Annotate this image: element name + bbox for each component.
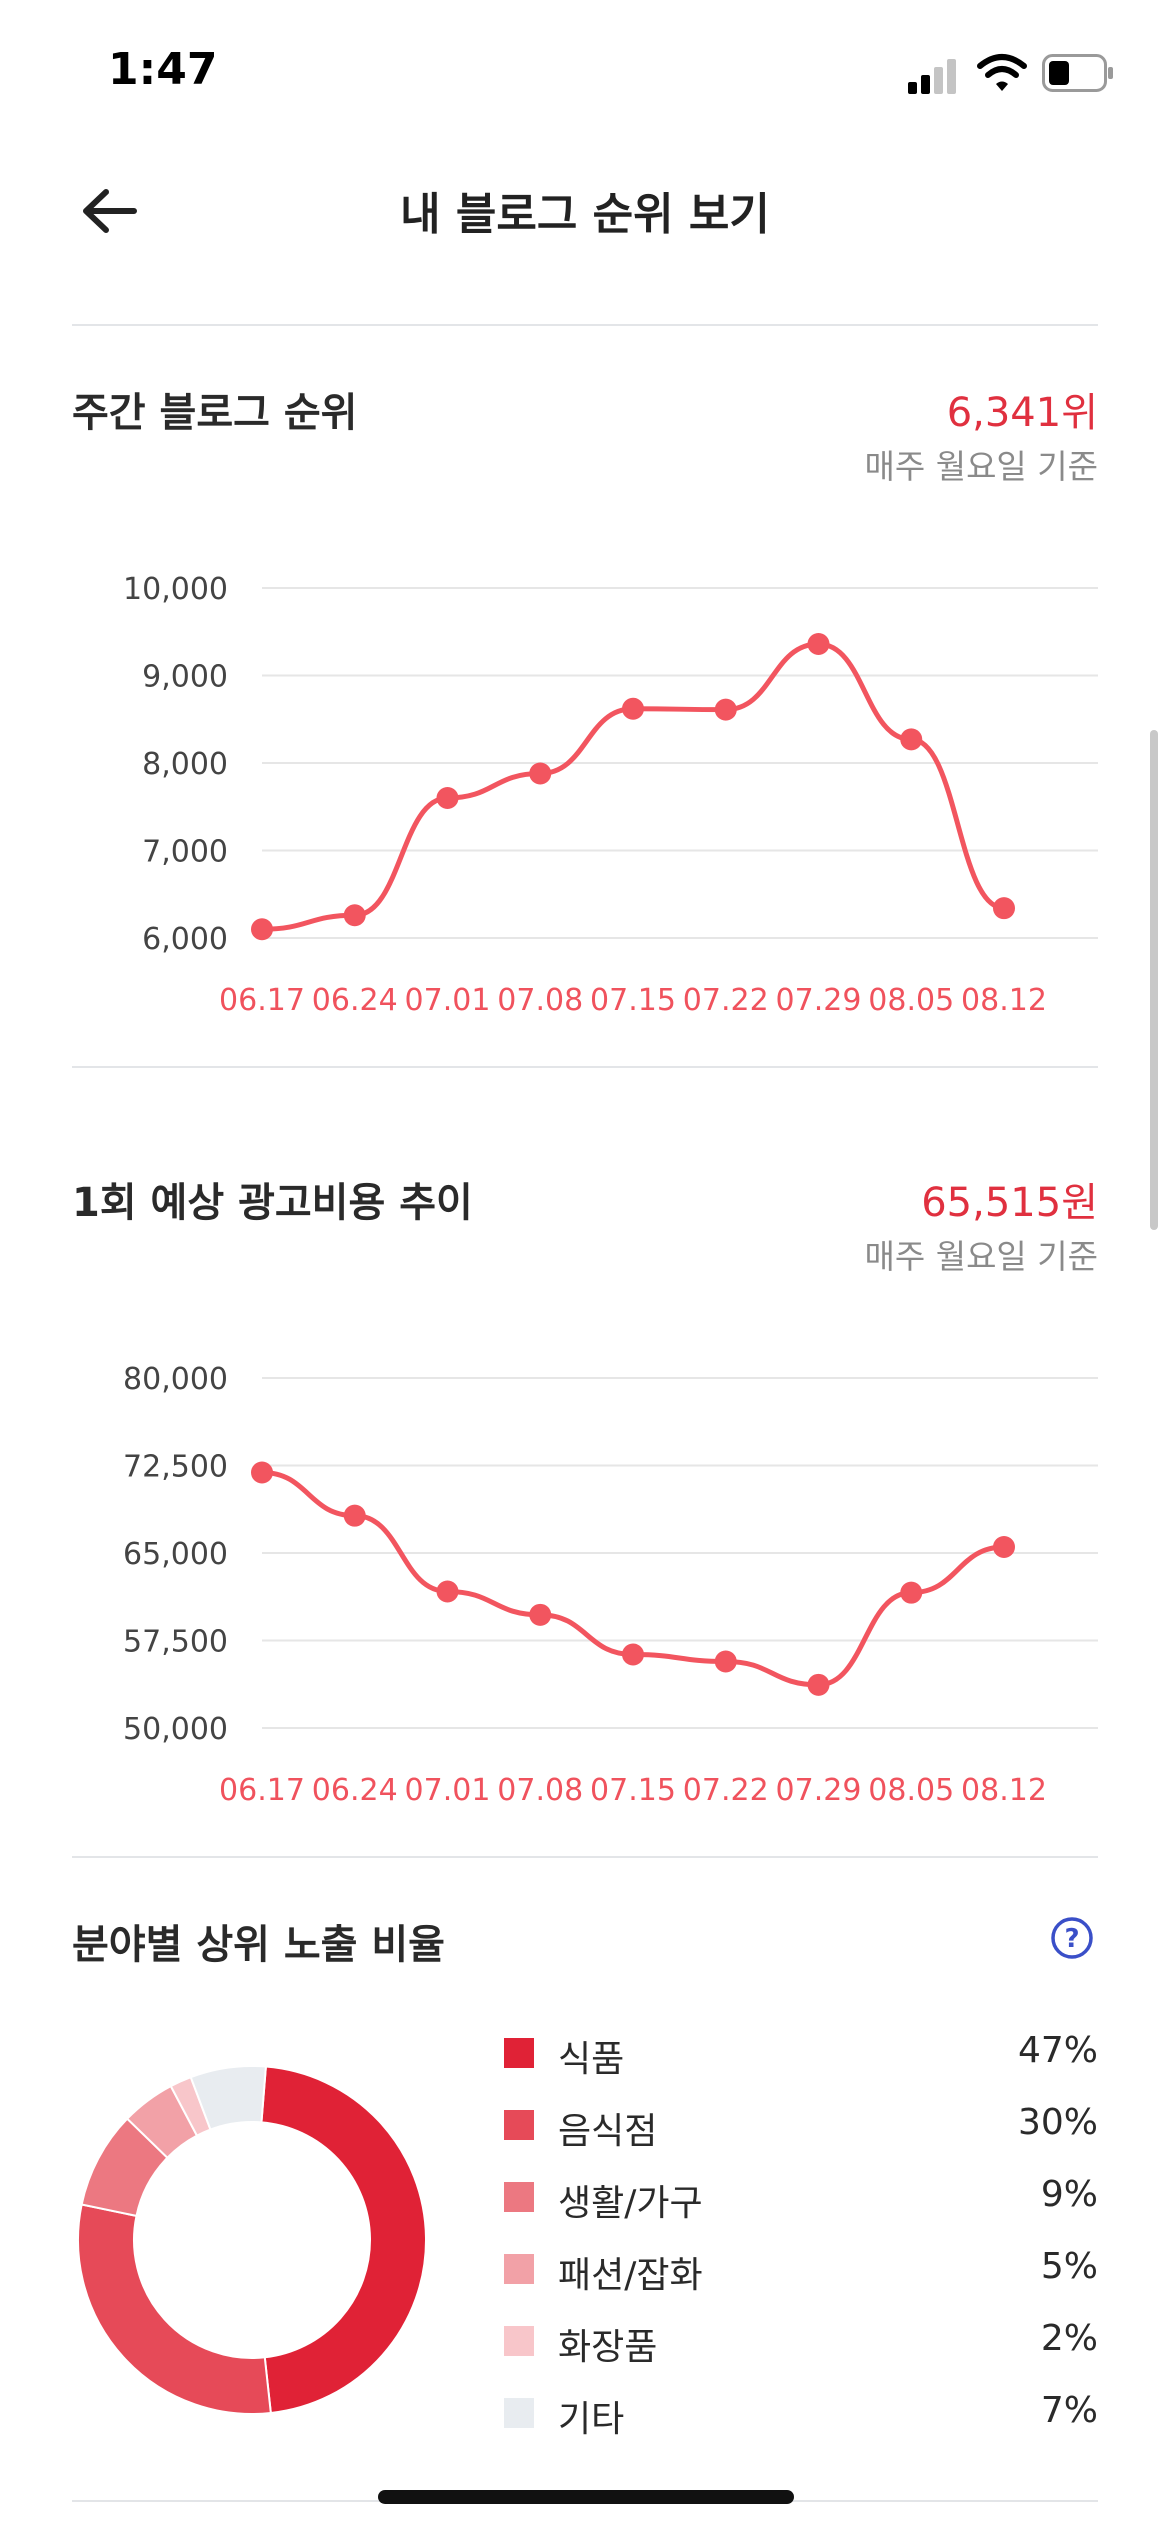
y-tick-label: 50,000	[123, 1712, 228, 1747]
y-tick-label: 7,000	[142, 835, 228, 870]
svg-text:?: ?	[1064, 1924, 1079, 1954]
ad-cost-value: 65,515원	[921, 1180, 1098, 1226]
data-point	[343, 904, 366, 927]
donut-slice	[260, 2065, 427, 2415]
legend-swatch	[504, 2182, 534, 2212]
x-tick-label: 08.12	[961, 1773, 1047, 1808]
legend-label: 생활/가구	[558, 2183, 703, 2224]
x-tick-label: 07.15	[590, 983, 676, 1018]
legend-percent: 7%	[1040, 2390, 1098, 2431]
data-point	[714, 1650, 737, 1673]
data-point	[529, 1603, 552, 1626]
y-tick-label: 72,500	[123, 1450, 228, 1485]
help-icon[interactable]: ?	[1050, 1916, 1094, 1960]
data-point	[343, 1504, 366, 1527]
x-tick-label: 07.15	[590, 1773, 676, 1808]
data-point	[529, 762, 552, 785]
legend-item: 화장품 2%	[504, 2308, 1098, 2380]
y-tick-label: 9,000	[142, 660, 228, 695]
data-point	[251, 918, 273, 941]
x-tick-label: 07.01	[405, 983, 491, 1018]
x-tick-label: 06.24	[312, 983, 398, 1018]
legend-item: 패션/잡화 5%	[504, 2236, 1098, 2308]
wifi-icon	[977, 54, 1027, 91]
legend-percent: 30%	[1017, 2102, 1098, 2143]
y-tick-label: 8,000	[142, 747, 228, 782]
category-section-title: 분야별 상위 노출 비율	[72, 1922, 445, 1968]
x-tick-label: 08.05	[868, 1773, 954, 1808]
ad-cost-line-chart: 80,000 72,500 65,000 57,500 50,000 06.17 06.24…	[123, 1362, 1098, 1808]
x-tick-label: 07.22	[683, 1773, 769, 1808]
scrollbar[interactable]	[1150, 730, 1158, 1230]
y-tick-label: 6,000	[142, 922, 228, 957]
x-tick-label: 07.29	[776, 1773, 862, 1808]
data-point	[622, 697, 644, 720]
data-point	[900, 728, 923, 751]
y-tick-label: 57,500	[123, 1625, 228, 1660]
divider	[72, 324, 1098, 326]
legend-item: 음식점 30%	[504, 2092, 1098, 2164]
x-tick-label: 06.17	[219, 1773, 305, 1808]
y-tick-label: 80,000	[123, 1362, 228, 1397]
legend-percent: 2%	[1040, 2318, 1098, 2359]
legend-label: 음식점	[558, 2111, 658, 2152]
rank-basis-note: 매주 월요일 기준	[864, 447, 1099, 486]
legend-percent: 9%	[1040, 2174, 1098, 2215]
x-tick-label: 08.12	[961, 983, 1047, 1018]
legend-swatch	[504, 2326, 534, 2356]
legend-item: 식품 47%	[504, 2020, 1098, 2092]
rank-value: 6,341위	[946, 390, 1098, 436]
rank-section-title: 주간 블로그 순위	[72, 390, 358, 436]
legend-swatch	[504, 2110, 534, 2140]
ad-cost-section-title: 1회 예상 광고비용 추이	[72, 1180, 473, 1226]
y-tick-label: 10,000	[123, 572, 228, 607]
status-time: 1:47	[108, 44, 218, 95]
legend-percent: 5%	[1040, 2246, 1098, 2287]
data-point	[436, 787, 459, 809]
legend-swatch	[504, 2038, 534, 2068]
x-tick-label: 07.08	[497, 1773, 583, 1808]
data-point	[807, 633, 830, 655]
x-tick-label: 08.05	[868, 983, 954, 1018]
legend-percent: 47%	[1017, 2030, 1098, 2071]
page-title: 내 블로그 순위 보기	[400, 189, 770, 240]
home-indicator[interactable]	[378, 2490, 794, 2504]
back-arrow-icon[interactable]	[76, 186, 140, 236]
data-point	[436, 1580, 459, 1603]
data-point	[993, 897, 1015, 920]
data-point	[807, 1673, 830, 1696]
ad-cost-basis-note: 매주 월요일 기준	[864, 1237, 1099, 1276]
legend-label: 식품	[558, 2039, 625, 2080]
legend-swatch	[504, 2254, 534, 2284]
category-legend: 식품 47% 음식점 30% 생활/가구 9% 패션/잡화 5% 화장품 2% …	[504, 2020, 1098, 2452]
cellular-signal-icon	[908, 59, 956, 94]
data-point	[900, 1581, 923, 1604]
donut-slice	[77, 2203, 272, 2415]
y-tick-label: 65,000	[123, 1537, 228, 1572]
legend-swatch	[504, 2398, 534, 2428]
x-tick-label: 07.29	[776, 983, 862, 1018]
legend-item: 생활/가구 9%	[504, 2164, 1098, 2236]
category-donut-chart	[77, 2065, 427, 2415]
series-line	[261, 641, 1005, 932]
data-point	[993, 1535, 1015, 1558]
legend-item: 기타 7%	[504, 2380, 1098, 2452]
legend-label: 화장품	[558, 2327, 658, 2368]
x-tick-label: 07.01	[405, 1773, 491, 1808]
x-tick-label: 07.08	[497, 983, 583, 1018]
divider	[72, 1066, 1098, 1068]
battery-icon	[1042, 54, 1113, 92]
data-point	[251, 1461, 273, 1484]
legend-label: 패션/잡화	[558, 2255, 703, 2296]
legend-label: 기타	[558, 2399, 625, 2440]
donut-slice	[189, 2065, 267, 2131]
x-tick-label: 07.22	[683, 983, 769, 1018]
x-tick-label: 06.17	[219, 983, 305, 1018]
divider	[72, 1856, 1098, 1858]
x-tick-label: 06.24	[312, 1773, 398, 1808]
data-point	[714, 698, 737, 721]
data-point	[622, 1643, 644, 1666]
status-bar: 1:47	[0, 0, 1170, 140]
